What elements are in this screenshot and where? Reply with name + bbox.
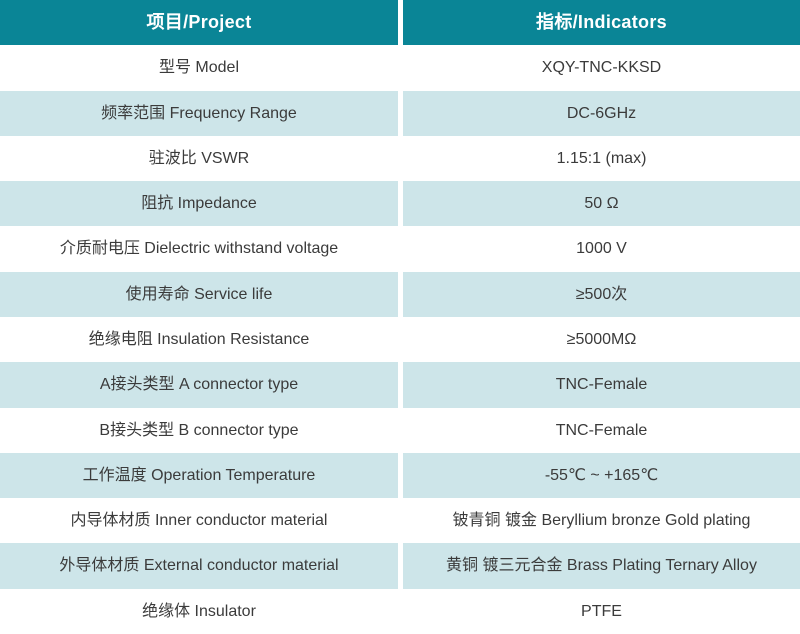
- indicator-cell: TNC-Female: [403, 362, 800, 408]
- table-row: 频率范围 Frequency Range DC-6GHz: [0, 90, 800, 136]
- indicator-cell: 黄铜 镀三元合金 Brass Plating Ternary Alloy: [403, 543, 800, 589]
- header-indicators-cell: 指标/Indicators: [403, 0, 800, 46]
- table-row: 驻波比 VSWR 1.15:1 (max): [0, 135, 800, 182]
- table-row: 外导体材质 External conductor material 黄铜 镀三元…: [0, 543, 800, 589]
- project-cell: 驻波比 VSWR: [0, 135, 398, 182]
- table-row: B接头类型 B connector type TNC-Female: [0, 407, 800, 453]
- table-header-row: 项目/Project 指标/Indicators: [0, 0, 800, 46]
- project-cell: 绝缘体 Insulator: [0, 588, 398, 634]
- table-row: 阻抗 Impedance 50 Ω: [0, 181, 800, 227]
- indicator-cell: DC-6GHz: [403, 90, 800, 136]
- project-cell: A接头类型 A connector type: [0, 362, 398, 408]
- project-cell: 使用寿命 Service life: [0, 271, 398, 317]
- indicator-cell: 50 Ω: [403, 181, 800, 227]
- table-row: 绝缘体 Insulator PTFE: [0, 588, 800, 634]
- project-cell: 工作温度 Operation Temperature: [0, 452, 398, 499]
- indicator-cell: ≥5000MΩ: [403, 316, 800, 363]
- indicator-cell: TNC-Female: [403, 407, 800, 453]
- project-cell: 内导体材质 Inner conductor material: [0, 498, 398, 544]
- header-project-cell: 项目/Project: [0, 0, 398, 46]
- project-cell: 频率范围 Frequency Range: [0, 90, 398, 136]
- project-cell: 阻抗 Impedance: [0, 181, 398, 227]
- indicator-cell: PTFE: [403, 588, 800, 634]
- project-cell: 外导体材质 External conductor material: [0, 543, 398, 589]
- project-cell: B接头类型 B connector type: [0, 407, 398, 453]
- table-row: A接头类型 A connector type TNC-Female: [0, 362, 800, 408]
- table-row: 型号 Model XQY-TNC-KKSD: [0, 45, 800, 91]
- project-cell: 型号 Model: [0, 45, 398, 91]
- table-row: 工作温度 Operation Temperature -55℃ ~ +165℃: [0, 452, 800, 499]
- indicator-cell: 1000 V: [403, 226, 800, 272]
- indicator-cell: 铍青铜 镀金 Beryllium bronze Gold plating: [403, 498, 800, 544]
- project-cell: 绝缘电阻 Insulation Resistance: [0, 316, 398, 363]
- indicator-cell: ≥500次: [403, 271, 800, 317]
- table-row: 使用寿命 Service life ≥500次: [0, 271, 800, 317]
- table-row: 内导体材质 Inner conductor material 铍青铜 镀金 Be…: [0, 498, 800, 544]
- table-row: 介质耐电压 Dielectric withstand voltage 1000 …: [0, 226, 800, 272]
- indicator-cell: 1.15:1 (max): [403, 135, 800, 182]
- indicator-cell: XQY-TNC-KKSD: [403, 45, 800, 91]
- project-cell: 介质耐电压 Dielectric withstand voltage: [0, 226, 398, 272]
- table-row: 绝缘电阻 Insulation Resistance ≥5000MΩ: [0, 316, 800, 363]
- indicator-cell: -55℃ ~ +165℃: [403, 452, 800, 499]
